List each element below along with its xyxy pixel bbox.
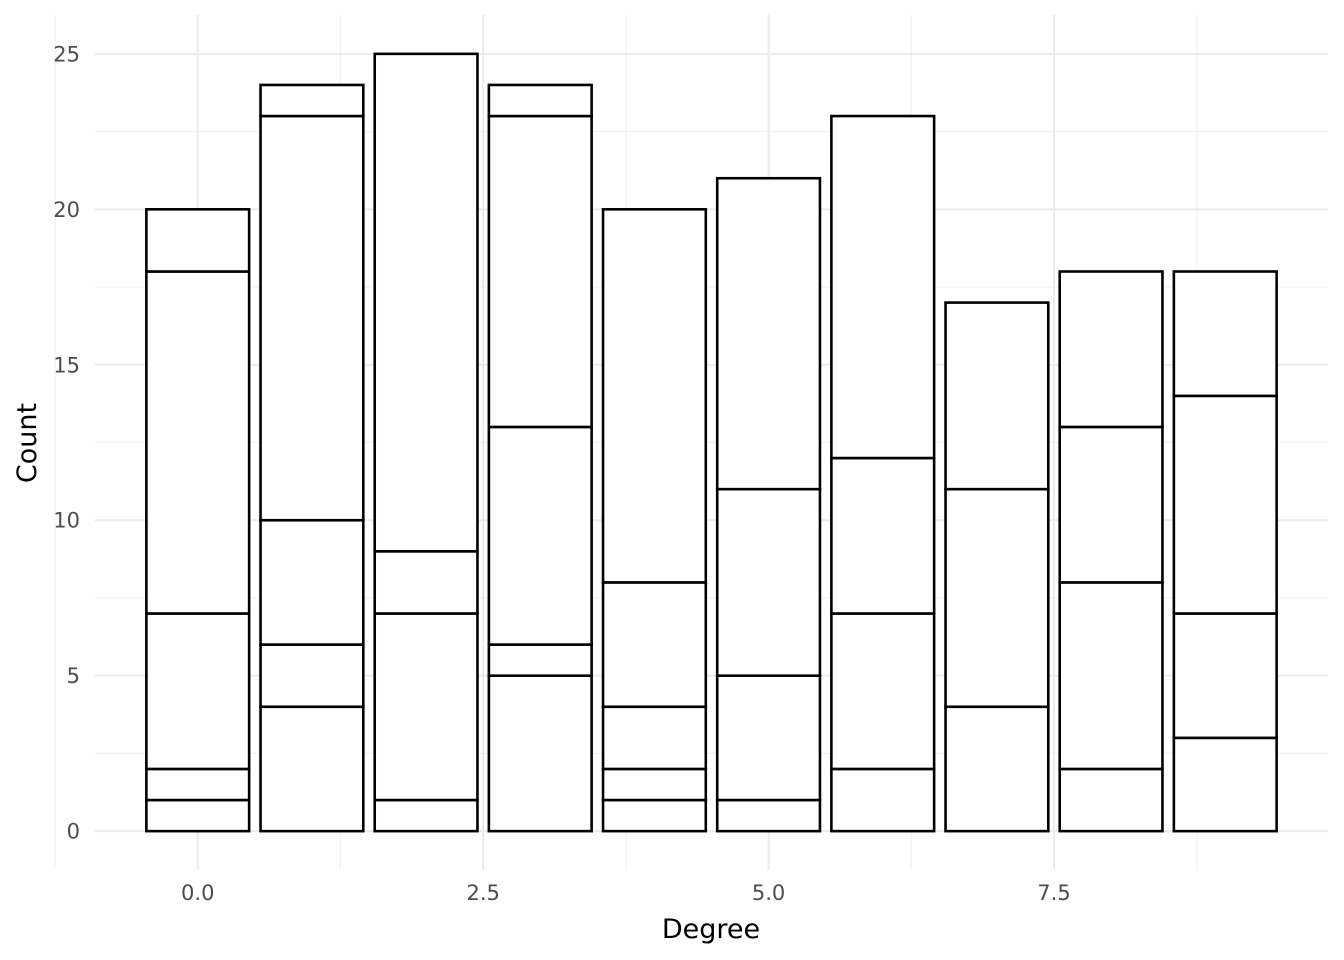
bar-segment: [601, 767, 708, 802]
bar-segment: [487, 674, 593, 833]
y-axis-title: Count: [12, 403, 43, 483]
y-tick-label: 15: [53, 353, 80, 377]
bar-segment: [715, 674, 822, 802]
x-tick-label: 5.0: [752, 881, 785, 905]
bar-segment: [944, 487, 1050, 709]
y-tick-label: 25: [53, 42, 80, 66]
bar-segment: [487, 83, 593, 118]
bar-segment: [715, 176, 822, 491]
bar: [601, 208, 708, 833]
bar-segment: [259, 643, 365, 709]
bar-segment: [487, 643, 593, 677]
bar-segment: [1058, 581, 1164, 771]
bar-segment: [259, 705, 365, 833]
bar-segment: [715, 798, 822, 833]
bar-segment: [601, 581, 708, 709]
bar-segment: [601, 798, 708, 833]
bar-segment: [830, 612, 936, 771]
bar: [259, 83, 365, 833]
bar: [1172, 270, 1278, 833]
y-tick-label: 20: [53, 198, 80, 222]
bar-segment: [1172, 270, 1278, 398]
bar-segment: [601, 705, 708, 771]
bar-segment: [830, 114, 936, 460]
bar-segment: [145, 612, 251, 771]
y-tick-label: 0: [67, 820, 80, 844]
bar-segment: [601, 208, 708, 584]
bar-segment: [145, 270, 251, 615]
y-axis-tick-labels: 0 5 10 15 20 25: [53, 42, 80, 843]
y-tick-label: 5: [67, 664, 80, 688]
bars: [145, 52, 1278, 833]
bar-segment: [145, 767, 251, 802]
bar: [715, 176, 822, 833]
x-axis-tick-labels: 0.0 2.5 5.0 7.5: [181, 881, 1071, 905]
bar: [487, 83, 593, 833]
bar: [145, 208, 251, 833]
bar-segment: [373, 550, 479, 615]
x-tick-label: 7.5: [1037, 881, 1070, 905]
bar-segment: [715, 487, 822, 677]
bar-segment: [944, 301, 1050, 491]
bar: [1058, 270, 1164, 833]
bar-segment: [259, 114, 365, 522]
bar-segment: [1172, 736, 1278, 833]
bar-segment: [1058, 425, 1164, 584]
bar-segment: [373, 52, 479, 553]
x-tick-label: 0.0: [181, 881, 214, 905]
bar-segment: [944, 705, 1050, 833]
x-axis-title: Degree: [662, 914, 760, 945]
bar-segment: [1172, 612, 1278, 740]
bar-segment: [487, 425, 593, 646]
bar: [373, 52, 479, 833]
y-tick-label: 10: [53, 509, 80, 533]
bar-segment: [259, 83, 365, 118]
bar-segment: [1172, 394, 1278, 615]
x-tick-label: 2.5: [466, 881, 499, 905]
bar-segment: [830, 456, 936, 615]
bar: [944, 301, 1050, 833]
bar-segment: [487, 114, 593, 429]
bar-segment: [1058, 270, 1164, 429]
bar-segment: [830, 767, 936, 833]
bar-segment: [145, 208, 251, 273]
bar-segment: [373, 798, 479, 833]
bar-segment: [259, 518, 365, 646]
bar-segment: [373, 612, 479, 802]
bar: [830, 114, 936, 833]
bar-segment: [145, 798, 251, 833]
bar-segment: [1058, 767, 1164, 833]
